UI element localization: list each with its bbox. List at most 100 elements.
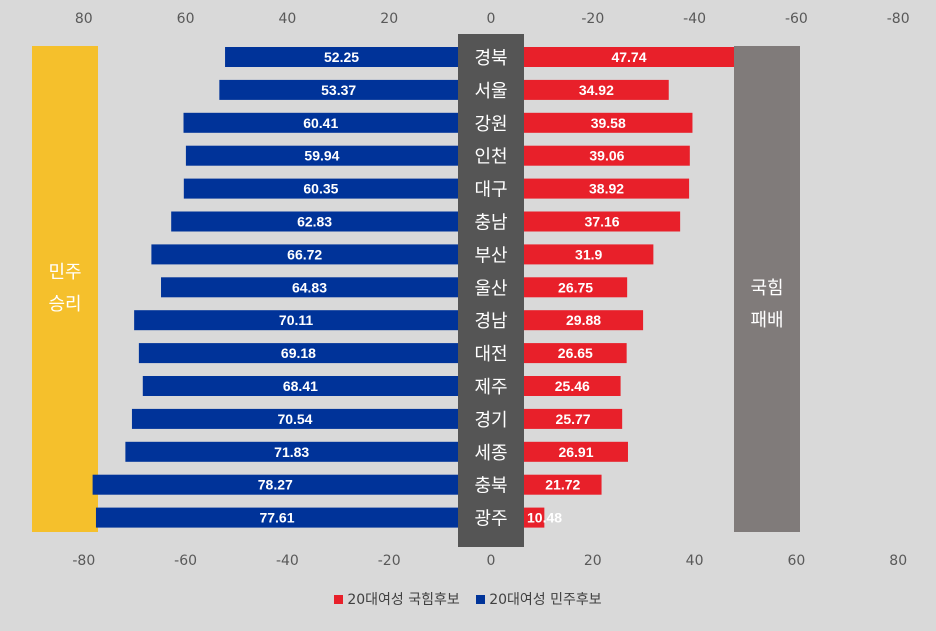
legend-item-minju: 20대여성 민주후보 bbox=[476, 589, 602, 609]
region-label: 인천 bbox=[474, 147, 507, 168]
label-gukhim: 10.48 bbox=[527, 510, 562, 526]
label-gukhim: 39.58 bbox=[591, 115, 626, 131]
legend-label-minju: 20대여성 민주후보 bbox=[489, 592, 602, 608]
legend-label-gukhim: 20대여성 국힘후보 bbox=[347, 592, 460, 608]
bar-gukhim bbox=[491, 310, 644, 331]
label-gukhim: 26.65 bbox=[558, 345, 593, 361]
bar-minju bbox=[138, 343, 492, 364]
label-minju: 60.41 bbox=[303, 115, 338, 131]
region-band-overlay bbox=[458, 34, 524, 547]
top-axis-tick: 60 bbox=[177, 11, 195, 27]
region-label: 울산 bbox=[474, 278, 507, 299]
label-gukhim: 47.74 bbox=[611, 49, 646, 65]
bar-gukhim bbox=[491, 343, 627, 364]
minju-win-panel bbox=[32, 46, 98, 532]
minju-win-label: 민주 bbox=[48, 262, 81, 283]
bar-minju bbox=[142, 376, 492, 396]
bottom-axis-tick: 40 bbox=[686, 553, 704, 569]
label-gukhim: 29.88 bbox=[566, 312, 601, 328]
bottom-axis-tick: 0 bbox=[487, 553, 496, 569]
region-label: 강원 bbox=[474, 114, 507, 135]
label-minju: 53.37 bbox=[321, 82, 356, 98]
label-gukhim: 25.77 bbox=[556, 411, 591, 427]
bottom-axis-tick: -40 bbox=[276, 553, 299, 569]
bar-minju bbox=[92, 474, 491, 495]
region-label: 서울 bbox=[474, 81, 507, 102]
bottom-axis-tick: -60 bbox=[174, 553, 197, 569]
bottom-axis-tick: 60 bbox=[787, 553, 805, 569]
bar-minju bbox=[95, 507, 492, 528]
bar-minju bbox=[183, 112, 491, 133]
label-gukhim: 34.92 bbox=[579, 82, 614, 98]
bar-gukhim bbox=[491, 145, 690, 166]
bar-gukhim bbox=[491, 441, 628, 462]
bar-minju bbox=[134, 310, 491, 331]
gukhim-loss-panel bbox=[734, 46, 800, 532]
bottom-axis-tick: -80 bbox=[72, 553, 95, 569]
label-minju: 69.18 bbox=[281, 345, 316, 361]
top-axis-tick: -20 bbox=[581, 11, 604, 27]
top-axis-tick: -80 bbox=[887, 11, 910, 27]
top-axis-tick: -60 bbox=[785, 11, 808, 27]
label-minju: 70.11 bbox=[279, 312, 313, 328]
label-gukhim: 37.16 bbox=[585, 214, 620, 230]
label-gukhim: 26.75 bbox=[558, 279, 593, 295]
label-minju: 68.41 bbox=[283, 378, 318, 394]
bar-gukhim bbox=[491, 47, 734, 67]
label-minju: 78.27 bbox=[258, 477, 293, 493]
label-minju: 59.94 bbox=[304, 148, 339, 164]
label-gukhim: 39.06 bbox=[589, 148, 624, 164]
label-gukhim: 21.72 bbox=[545, 477, 580, 493]
region-label: 광주 bbox=[474, 509, 507, 530]
label-minju: 77.61 bbox=[259, 510, 294, 526]
top-axis-tick: 40 bbox=[278, 11, 296, 27]
top-axis-tick: -40 bbox=[683, 11, 706, 27]
bar-gukhim bbox=[491, 178, 690, 199]
label-minju: 71.83 bbox=[274, 444, 309, 460]
region-label: 충남 bbox=[474, 213, 507, 234]
chart-legend: 20대여성 국힘후보 20대여성 민주후보 bbox=[0, 589, 936, 609]
bar-minju bbox=[219, 79, 492, 100]
bar-minju bbox=[183, 178, 492, 199]
gukhim-loss-label: 패배 bbox=[750, 310, 783, 331]
region-label: 경기 bbox=[474, 410, 507, 431]
bar-minju bbox=[125, 441, 491, 462]
label-gukhim: 25.46 bbox=[555, 378, 590, 394]
bar-gukhim bbox=[491, 244, 654, 265]
label-minju: 70.54 bbox=[277, 411, 312, 427]
bottom-axis-tick: -20 bbox=[378, 553, 401, 569]
bar-minju bbox=[185, 145, 491, 166]
label-minju: 60.35 bbox=[303, 181, 338, 197]
label-gukhim: 38.92 bbox=[589, 181, 624, 197]
label-minju: 52.25 bbox=[324, 49, 359, 65]
label-minju: 66.72 bbox=[287, 246, 322, 262]
bar-minju bbox=[225, 47, 492, 67]
top-axis-tick: 20 bbox=[380, 11, 398, 27]
bar-gukhim bbox=[491, 211, 681, 232]
minju-win-label: 승리 bbox=[48, 294, 81, 315]
label-gukhim: 31.9 bbox=[575, 246, 602, 262]
region-label: 대구 bbox=[474, 180, 507, 201]
legend-swatch-gukhim bbox=[334, 594, 344, 604]
region-label: 충북 bbox=[474, 476, 507, 497]
label-minju: 62.83 bbox=[297, 214, 332, 230]
label-gukhim: 26.91 bbox=[558, 444, 593, 460]
gukhim-loss-label: 국힘 bbox=[750, 278, 783, 299]
legend-swatch-minju bbox=[476, 594, 486, 604]
bar-gukhim bbox=[491, 112, 693, 133]
legend-item-gukhim: 20대여성 국힘후보 bbox=[334, 589, 460, 609]
bar-minju bbox=[131, 408, 491, 429]
region-label: 부산 bbox=[474, 245, 507, 266]
bar-minju bbox=[151, 244, 491, 265]
bottom-axis-tick: 80 bbox=[889, 553, 907, 569]
bar-minju bbox=[161, 277, 491, 298]
bar-minju bbox=[171, 211, 491, 232]
bottom-axis-tick: 20 bbox=[584, 553, 602, 569]
region-label: 경북 bbox=[474, 48, 507, 69]
label-minju: 64.83 bbox=[292, 279, 327, 295]
region-label: 경남 bbox=[474, 311, 507, 332]
bar-gukhim bbox=[491, 79, 669, 100]
top-axis-tick: 80 bbox=[75, 11, 93, 27]
top-axis-tick: 0 bbox=[487, 11, 496, 27]
